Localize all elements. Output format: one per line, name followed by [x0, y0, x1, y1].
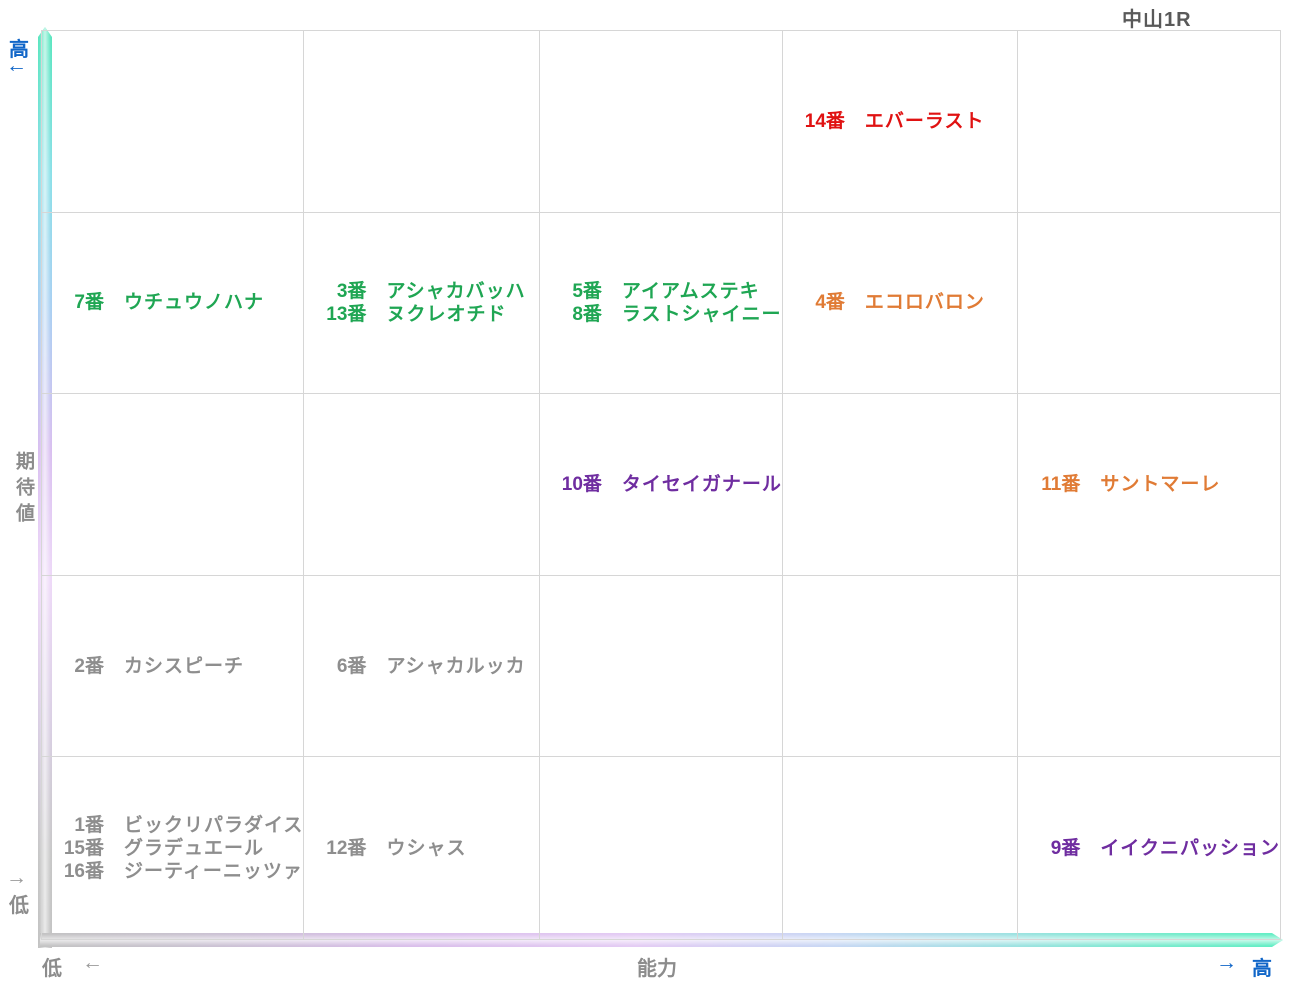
x-axis-right-arrow-icon: →: [1216, 951, 1237, 974]
horse-number: 7番: [74, 292, 104, 314]
grid-cell-r3c2: [304, 394, 540, 576]
horse-entry: 8番 ラストシャイニー: [554, 303, 782, 326]
horse-name: アシャカルッカ: [386, 655, 526, 677]
grid-cell-r4c5: [1018, 576, 1280, 758]
horse-name: ビックリパラダイス: [124, 814, 304, 836]
grid-cell-r4c2: 6番 アシャカルッカ: [304, 575, 540, 758]
horse-name: エコロバロン: [864, 292, 985, 314]
horse-number: 9番: [1050, 837, 1081, 859]
horse-name: アイアムステキ: [621, 280, 760, 302]
race-title: 中山1R: [1122, 9, 1192, 31]
grid-cell-r2c5: [1018, 213, 1280, 395]
horse-entry: 3番 アシャカバッハ: [318, 280, 538, 303]
grid-cell-r2c4: 4番 エコロバロン: [782, 212, 1019, 395]
grid-cell-r3c3: 10番 タイセイガナール: [539, 394, 783, 576]
grid-cell-r5c2: 12番 ウシャス: [304, 757, 540, 939]
grid-cell-r5c5: 9番 イイクニパッション: [1018, 757, 1280, 939]
y-axis-title: 期待値: [13, 451, 34, 529]
horse-entry: 6番 アシャカルッカ: [318, 655, 538, 678]
grid-cell-r4c3: [539, 575, 783, 758]
horse-name: ジーティーニッツァ: [124, 860, 303, 882]
horse-number: 3番: [336, 280, 367, 302]
quadrant-grid: 14番 エバーラスト 7番 ウチュウノハナ 3番 アシャカバッハ 13番 ヌクレオチド 5番 アイ…: [41, 30, 1281, 940]
horse-number: 2番: [74, 655, 104, 677]
horse-name: タイセイガナール: [621, 473, 782, 495]
horse-entry: 16番 ジーティーニッツァ: [56, 860, 303, 883]
grid-cell-r2c3: 5番 アイアムステキ 8番 ラストシャイニー: [539, 212, 783, 395]
grid-cell-r5c1: 1番 ビックリパラダイス 15番 グラデュエール 16番 ジーティーニッツァ: [42, 757, 305, 939]
x-axis-high-label: 高: [1252, 958, 1272, 980]
horse-entry: 2番 カシスピーチ: [56, 655, 303, 678]
horse-name: カシスピーチ: [124, 655, 245, 677]
horse-name: グラデュエール: [124, 837, 265, 859]
horse-entry: 4番 エコロバロン: [797, 291, 1017, 314]
horse-entry: 14番 エバーラスト: [797, 110, 1017, 133]
horse-name: イイクニパッション: [1100, 837, 1280, 859]
y-axis-low-label: 低: [9, 895, 29, 917]
horse-entry: 13番 ヌクレオチド: [318, 303, 538, 326]
grid-cell-r5c4: [783, 757, 1019, 939]
horse-number: 11番: [1041, 473, 1081, 495]
horse-number: 6番: [336, 655, 367, 677]
horse-number: 10番: [561, 473, 602, 495]
grid-cell-r1c1: [42, 31, 305, 213]
horse-number: 15番: [63, 837, 104, 859]
horse-number: 1番: [74, 814, 104, 836]
horse-number: 16番: [63, 860, 104, 882]
grid-cell-r1c5: [1018, 31, 1280, 213]
x-axis-title: 能力: [637, 958, 677, 980]
horse-number: 12番: [326, 837, 367, 859]
horse-name: エバーラスト: [864, 110, 985, 132]
grid-cell-r1c4: 14番 エバーラスト: [782, 31, 1019, 213]
y-axis-down-arrow-icon: →: [6, 866, 27, 889]
horse-name: ラストシャイニー: [621, 303, 782, 325]
horse-number: 14番: [804, 110, 845, 132]
grid-cell-r5c3: [540, 757, 783, 939]
horse-entry: 11番 サントマーレ: [1032, 473, 1280, 496]
grid-cell-r2c1: 7番 ウチュウノハナ: [42, 212, 305, 395]
grid-cell-r2c2: 3番 アシャカバッハ 13番 ヌクレオチド: [304, 212, 540, 395]
horse-entry: 12番 ウシャス: [318, 837, 538, 860]
horse-name: ヌクレオチド: [386, 303, 507, 325]
horse-entry: 7番 ウチュウノハナ: [56, 291, 303, 314]
y-axis-high-label: 高: [9, 39, 29, 61]
grid-cell-r4c4: [782, 575, 1019, 758]
horse-name: アシャカバッハ: [386, 280, 526, 302]
grid-cell-r3c1: [42, 394, 305, 576]
x-axis-low-label: 低: [42, 958, 62, 980]
horse-entry: 15番 グラデュエール: [56, 837, 303, 860]
horse-entry: 10番 タイセイガナール: [554, 473, 782, 496]
horse-entry: 1番 ビックリパラダイス: [56, 814, 303, 837]
horse-entry: 9番 イイクニパッション: [1032, 837, 1280, 860]
horse-name: サントマーレ: [1100, 473, 1221, 495]
x-axis-gradient-bar: [40, 933, 1283, 947]
horse-number: 4番: [815, 292, 845, 314]
grid-cell-r1c2: [304, 31, 540, 213]
horse-entry: 5番 アイアムステキ: [554, 280, 782, 303]
horse-name: ウシャス: [386, 837, 467, 859]
horse-name: ウチュウノハナ: [124, 292, 265, 314]
horse-number: 5番: [572, 280, 602, 302]
grid-cell-r1c3: [539, 31, 783, 213]
grid-cell-r3c5: 11番 サントマーレ: [1018, 394, 1280, 576]
x-axis-left-arrow-icon: ←: [82, 951, 103, 974]
y-axis-up-arrow-icon: ←: [6, 54, 27, 77]
horse-number: 8番: [572, 303, 602, 325]
horse-number: 13番: [326, 303, 367, 325]
grid-cell-r3c4: [782, 394, 1019, 576]
grid-cell-r4c1: 2番 カシスピーチ: [42, 575, 305, 758]
